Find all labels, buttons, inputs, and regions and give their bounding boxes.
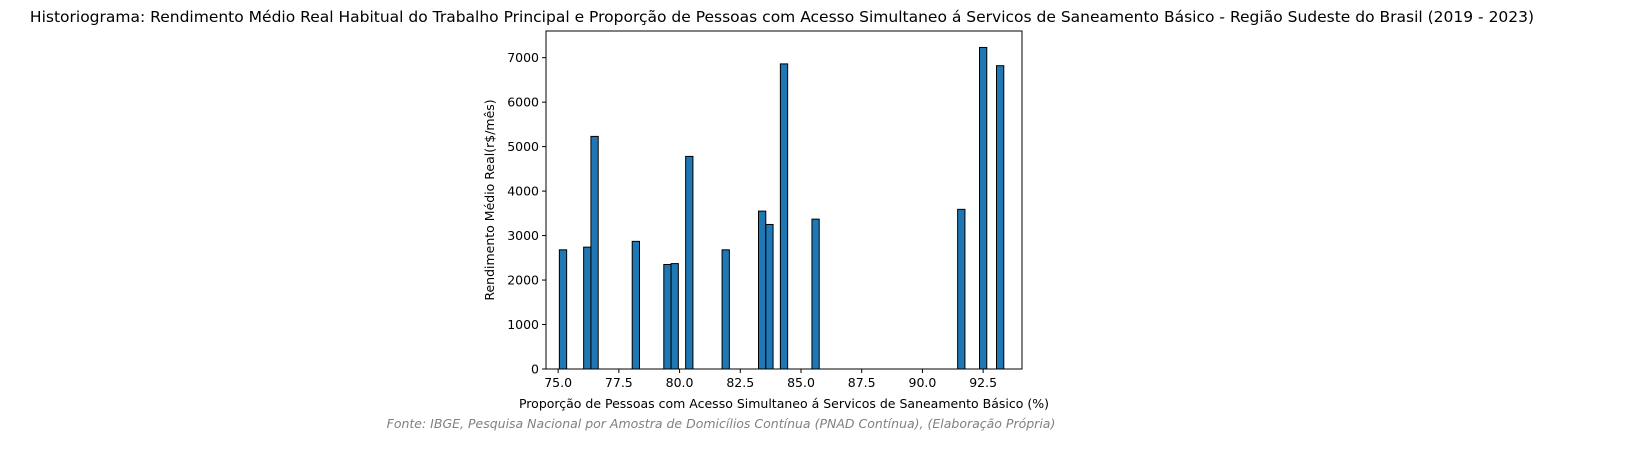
y-tick-label: 6000 <box>507 95 539 110</box>
bar <box>663 263 672 370</box>
bar <box>590 135 599 370</box>
y-tick-label: 7000 <box>507 50 539 65</box>
bar <box>957 208 966 370</box>
bar <box>670 263 679 370</box>
bar <box>583 246 592 370</box>
bar <box>979 46 988 370</box>
plot-frame <box>545 30 1023 370</box>
bar <box>685 155 694 370</box>
y-axis-ticks: 0 1000 2000 3000 4000 5000 6000 7000 <box>507 50 546 377</box>
bar <box>758 210 767 370</box>
source-caption: Fonte: IBGE, Pesquisa Nacional por Amost… <box>387 416 1056 431</box>
x-axis-label: Proporção de Pessoas com Acesso Simultan… <box>519 396 1049 411</box>
x-axis-ticks: 75.0 77.5 80.0 82.5 85.0 87.5 90.0 92.5 <box>544 369 997 390</box>
x-tick-label: 85.0 <box>787 375 815 390</box>
bar <box>765 223 774 370</box>
bar <box>996 65 1005 370</box>
x-tick-label: 82.5 <box>726 375 754 390</box>
x-tick-label: 92.5 <box>969 375 997 390</box>
y-tick-label: 5000 <box>507 139 539 154</box>
y-tick-label: 4000 <box>507 184 539 199</box>
x-tick-label: 77.5 <box>605 375 633 390</box>
y-tick-label: 0 <box>531 362 539 377</box>
x-tick-label: 87.5 <box>848 375 876 390</box>
bar <box>779 63 789 370</box>
x-tick-label: 90.0 <box>909 375 937 390</box>
chart-title: Historiograma: Rendimento Médio Real Hab… <box>30 8 1534 26</box>
y-tick-label: 3000 <box>507 228 539 243</box>
bar <box>811 218 820 370</box>
bar <box>558 249 568 370</box>
y-axis-label: Rendimento Médio Real(r$/mês) <box>482 99 497 300</box>
bar <box>631 240 641 370</box>
y-tick-label: 2000 <box>507 273 539 288</box>
x-tick-label: 80.0 <box>666 375 694 390</box>
y-tick-label: 1000 <box>507 317 539 332</box>
x-tick-label: 75.0 <box>544 375 572 390</box>
bar <box>721 249 730 370</box>
